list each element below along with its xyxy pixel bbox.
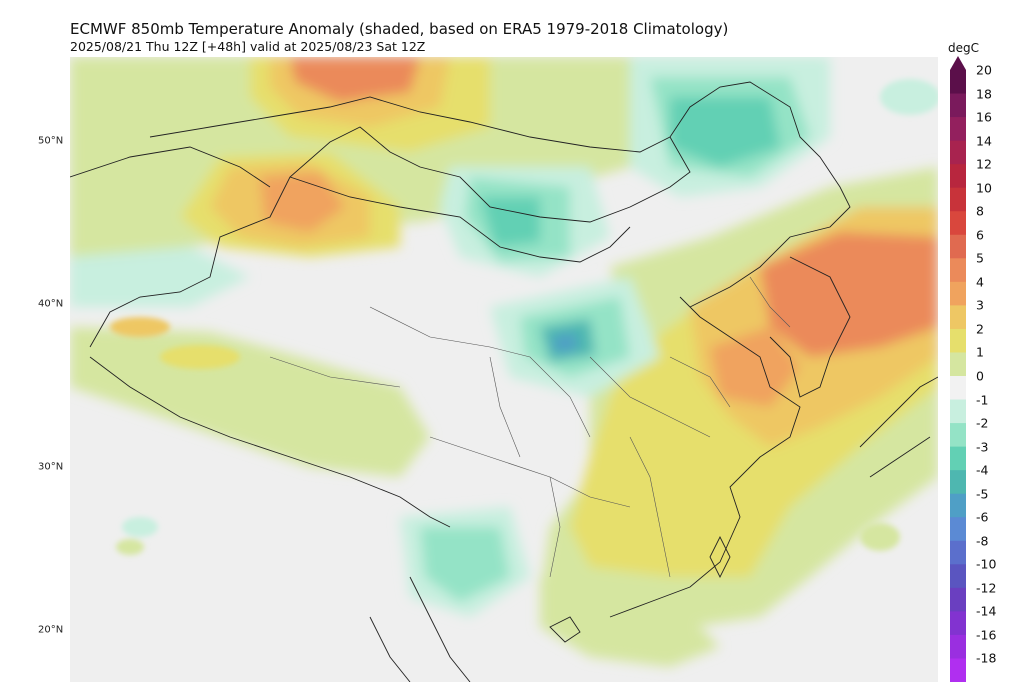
warm-region-south [540, 577, 720, 667]
korea-coast [769, 256, 851, 398]
map-title: ECMWF 850mb Temperature Anomaly (shaded,… [70, 20, 729, 38]
colorbar-tick-label: -6 [976, 509, 989, 525]
kazakh-border [70, 146, 271, 188]
colorbar-swatch [950, 70, 966, 95]
colorbar-swatch [950, 611, 966, 636]
colorbar-swatch [950, 140, 966, 165]
colorbar-swatch [950, 517, 966, 542]
anomaly-map[interactable] [70, 57, 938, 682]
colorbar-swatch [950, 211, 966, 236]
colorbar-tick-label: -18 [976, 650, 997, 666]
colorbar-tick-label: -14 [976, 603, 997, 619]
colorbar-swatch [950, 187, 966, 212]
lat-label-40n: 40°N [38, 298, 64, 310]
anomaly-map-svg [70, 57, 938, 682]
lat-label-50n: 50°N [38, 135, 64, 147]
hainan-coast [549, 616, 581, 643]
colorbar-tick-label: 1 [976, 344, 984, 360]
lat-label-20n: 20°N [38, 624, 64, 636]
colorbar-tick-label: -2 [976, 415, 989, 431]
colorbar-tick-label: 6 [976, 227, 984, 243]
colorbar-swatch [950, 352, 966, 377]
cool-region-west [70, 247, 250, 307]
colorbar-tick-label: 12 [976, 156, 992, 172]
cool-region-yunnan-core [420, 527, 510, 602]
colorbar-swatch [950, 234, 966, 259]
cool-core-gobi [480, 197, 540, 247]
colorbar-tick-label: 0 [976, 368, 984, 384]
warm-region-tibet [70, 327, 430, 477]
colorbar-swatch [950, 93, 966, 118]
colorbar-swatch [950, 634, 966, 659]
sea-coast [609, 296, 801, 618]
anomaly-speckles [110, 79, 938, 555]
warm-core-shandong [710, 327, 800, 407]
country-borders [70, 81, 938, 682]
colorbar-swatch [950, 493, 966, 518]
colorbar-swatch [950, 305, 966, 330]
warm-core-mongolia-north [290, 57, 420, 102]
mongolia-south-border [289, 176, 631, 263]
colorbar-tick-label: 2 [976, 321, 984, 337]
colorbar-swatch [950, 446, 966, 471]
colorbar-tick-label: 20 [976, 62, 992, 78]
colorbar-tick-label: 16 [976, 109, 992, 125]
colorbar-swatch [950, 470, 966, 495]
colorbar-tick-label: -10 [976, 556, 997, 572]
colorbar-swatch [950, 399, 966, 424]
colorbar-tick-label: 10 [976, 180, 992, 196]
colorbar-swatch [950, 376, 966, 401]
colorbar-tick-label: -1 [976, 392, 989, 408]
cool-core-amur [670, 97, 780, 167]
colorbar-tick-label: -8 [976, 533, 989, 549]
colorbar-swatch [950, 564, 966, 589]
colorbar-extend-arrow [950, 56, 966, 70]
china-north-border [89, 81, 851, 348]
colorbar-tick-label: 3 [976, 297, 984, 313]
colorbar-tick-label: -5 [976, 486, 989, 502]
japan-coast [859, 376, 938, 478]
warm-core-manchuria [760, 232, 938, 357]
mongolia-north-border [149, 96, 671, 153]
colorbar-swatch [950, 540, 966, 565]
colorbar-swatch [950, 587, 966, 612]
colorbar-unit: degC [948, 41, 979, 55]
cool-core-shanxi-center [552, 333, 578, 353]
colorbar-tick-label: 5 [976, 250, 984, 266]
colorbar-tick-label: 4 [976, 274, 984, 290]
colorbar-swatch [950, 117, 966, 142]
colorbar-tick-label: 14 [976, 133, 992, 149]
colorbar-swatch [950, 423, 966, 448]
colorbar-tick-label: -3 [976, 439, 989, 455]
taiwan-coast [709, 535, 731, 579]
colorbar-swatch [950, 164, 966, 189]
colorbar-tick-label: -4 [976, 462, 989, 478]
colorbar-swatch [950, 281, 966, 306]
colorbar-tick-label: 8 [976, 203, 984, 219]
lat-label-30n: 30°N [38, 461, 64, 473]
southeast-asia-border [369, 576, 471, 682]
map-valid-time: 2025/08/21 Thu 12Z [+48h] valid at 2025/… [70, 39, 426, 54]
warm-core-xinjiang [260, 172, 345, 232]
colorbar-swatch [950, 328, 966, 353]
colorbar-swatch [950, 258, 966, 283]
tibet-south-border [89, 356, 451, 528]
province-borders [269, 276, 791, 578]
colorbar-tick-label: 18 [976, 86, 992, 102]
colorbar [950, 56, 966, 682]
colorbar-tick-label: -16 [976, 627, 997, 643]
colorbar-tick-label: -12 [976, 580, 997, 596]
colorbar-swatch [950, 658, 966, 682]
